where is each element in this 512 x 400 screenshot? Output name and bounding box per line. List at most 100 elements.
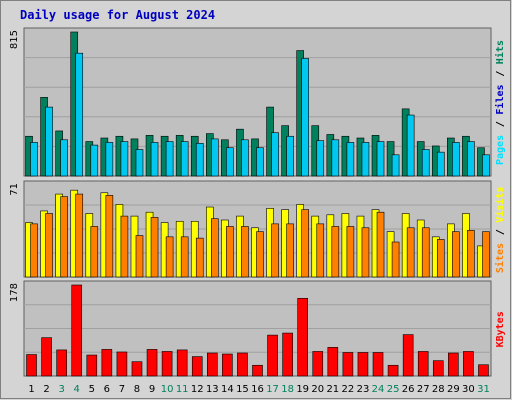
bar-files-day-30: [467, 141, 475, 177]
bar-files-day-15: [241, 139, 249, 177]
bar-kbytes-day-13: [207, 352, 218, 377]
bar-kbytes-day-19: [297, 297, 308, 377]
bar-sites-day-29: [452, 231, 460, 278]
x-tick-label-day-15: 15: [236, 384, 249, 395]
bar-sites-day-12: [195, 237, 204, 278]
bar-kbytes-day-18: [282, 332, 293, 377]
bar-sites-day-25: [391, 241, 400, 278]
bar-files-day-20: [316, 140, 325, 177]
bar-kbytes-day-26: [402, 334, 414, 377]
max-label-kbytes: 178: [9, 283, 20, 302]
bar-kbytes-day-3: [56, 349, 67, 377]
bar-files-day-9: [150, 142, 159, 177]
legend-separator: /: [495, 71, 506, 77]
x-tick-label-day-18: 18: [281, 384, 294, 395]
bar-files-day-28: [436, 151, 445, 177]
x-tick-label-day-9: 9: [149, 384, 155, 395]
bar-sites-day-8: [135, 235, 144, 278]
panel-kbytes: 178 KBytes: [9, 280, 506, 377]
bar-kbytes-day-28: [432, 360, 444, 377]
bar-sites-day-14: [226, 226, 234, 278]
legend-item-kbytes: KBytes: [495, 311, 506, 347]
bar-sites-day-11: [180, 236, 189, 278]
x-tick-label-day-10: 10: [161, 384, 174, 395]
bar-kbytes-day-14: [222, 353, 233, 377]
chart-title: Daily usage for August 2024: [20, 8, 215, 22]
bar-sites-day-24: [376, 211, 385, 278]
x-tick-label-day-29: 29: [447, 384, 460, 395]
bar-sites-day-23: [361, 227, 370, 278]
bar-kbytes-day-15: [237, 352, 248, 377]
x-tick-label-day-14: 14: [221, 384, 234, 395]
bar-files-day-5: [90, 144, 99, 177]
bar-sites-day-6: [105, 195, 114, 278]
bar-kbytes-day-21: [327, 347, 339, 377]
bar-kbytes-day-10: [161, 351, 173, 377]
panel-hits-files-pages: 815 Pages / Files / Hits: [9, 27, 506, 177]
x-tick-label-day-8: 8: [134, 384, 140, 395]
bar-kbytes-day-17: [267, 334, 278, 377]
bar-kbytes-day-8: [131, 361, 143, 377]
legend-separator: /: [495, 229, 506, 235]
bar-files-day-25: [391, 154, 400, 177]
bar-files-day-13: [211, 138, 219, 177]
x-tick-label-day-12: 12: [191, 384, 204, 395]
x-tick-label-day-7: 7: [119, 384, 125, 395]
bar-kbytes-day-25: [387, 364, 399, 377]
panel-visits-sites: 71 Sites / Visits: [9, 180, 506, 278]
x-tick-label-day-13: 13: [206, 384, 219, 395]
bar-files-day-4: [75, 52, 84, 177]
x-tick-label-day-30: 30: [462, 384, 475, 395]
x-tick-label-day-4: 4: [74, 384, 80, 395]
bar-sites-day-16: [256, 231, 264, 278]
bar-kbytes-day-31: [478, 364, 489, 377]
bar-sites-day-31: [482, 231, 490, 278]
bar-sites-day-4: [75, 193, 84, 278]
legend-kbytes: KBytes: [495, 311, 506, 347]
bar-files-day-19: [301, 58, 309, 177]
bar-files-day-8: [135, 149, 144, 177]
bar-files-day-31: [482, 154, 490, 177]
bar-files-day-12: [195, 143, 204, 177]
x-tick-label-day-3: 3: [58, 384, 64, 395]
x-tick-label-day-23: 23: [357, 384, 370, 395]
bar-files-day-11: [180, 141, 189, 177]
bar-sites-day-21: [331, 226, 340, 278]
legend-separator: /: [495, 121, 506, 127]
x-tick-label-day-28: 28: [432, 384, 445, 395]
bar-files-day-7: [120, 141, 129, 177]
bar-files-day-23: [361, 142, 370, 177]
bar-files-day-16: [256, 147, 264, 177]
legend-item-hits: Hits: [494, 40, 506, 64]
bar-kbytes-day-4: [71, 284, 83, 377]
bar-sites-day-3: [60, 196, 68, 278]
bar-sites-day-5: [90, 226, 99, 278]
bar-sites-day-13: [211, 218, 219, 278]
legend-item-pages: Pages: [495, 135, 506, 165]
bar-kbytes-day-29: [448, 352, 459, 377]
x-tick-label-day-16: 16: [251, 384, 264, 395]
bar-kbytes-day-20: [312, 351, 324, 377]
legend-item-sites: Sites: [494, 243, 506, 273]
bar-files-day-29: [452, 142, 460, 177]
x-axis-labels: 1 2 3 4 5 6 7 8 9 10 11 12 13 14 15 16 17 18 19 20 21 22 23 24 2…: [28, 384, 489, 395]
bar-kbytes-day-5: [86, 354, 98, 377]
legend-item-files: Files: [494, 84, 506, 114]
bar-files-day-17: [271, 132, 279, 177]
x-tick-label-day-1: 1: [28, 384, 34, 395]
x-tick-label-day-20: 20: [311, 384, 324, 395]
bar-files-day-26: [406, 114, 415, 177]
x-tick-label-day-26: 26: [402, 384, 415, 395]
bar-kbytes-day-7: [116, 351, 128, 377]
bar-files-day-3: [60, 139, 68, 177]
bar-files-day-27: [421, 149, 430, 177]
bar-kbytes-day-27: [417, 351, 429, 377]
bar-kbytes-day-24: [372, 352, 384, 377]
bar-files-day-21: [331, 139, 340, 177]
x-tick-label-day-21: 21: [326, 384, 339, 395]
bar-kbytes-day-23: [357, 352, 369, 377]
bar-sites-day-20: [316, 223, 325, 278]
panels-layer: 815 Pages / Files / Hits 71 Sites / Visits 178 KByt…: [9, 27, 506, 377]
